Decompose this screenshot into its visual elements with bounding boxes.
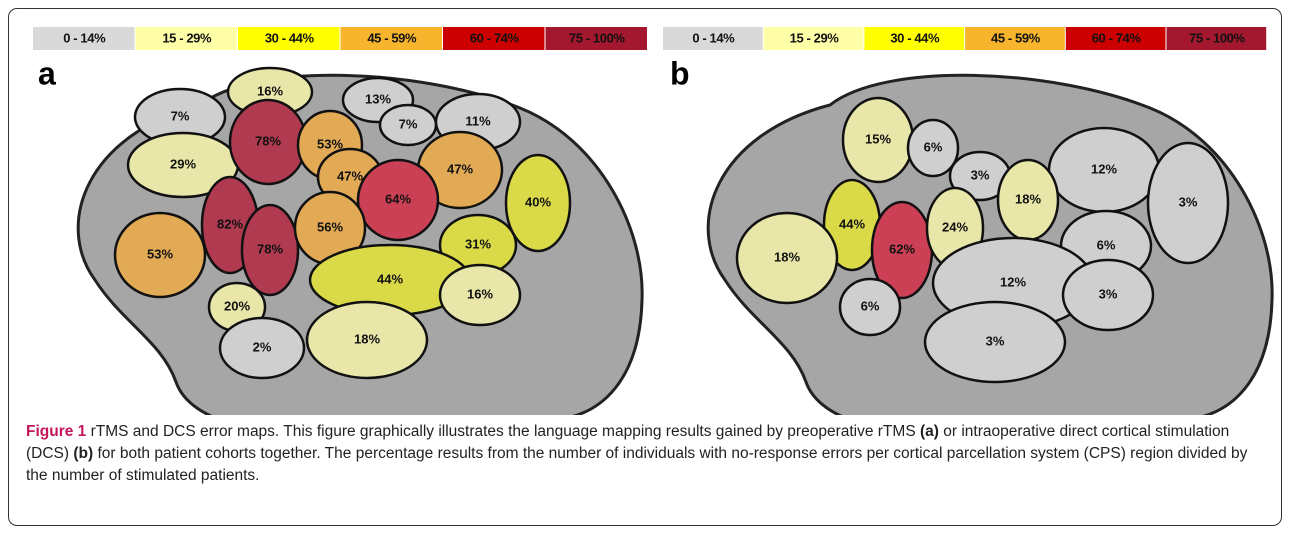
legend-label: 0 - 14% [692, 30, 735, 45]
region-label: 24% [942, 219, 968, 234]
legend-label: 60 - 74% [1092, 30, 1142, 45]
region-label: 3% [971, 167, 990, 182]
region-label: 6% [1097, 237, 1116, 252]
region-label: 3% [1179, 194, 1198, 209]
region-label: 53% [317, 136, 343, 151]
region-label: 7% [171, 108, 190, 123]
region-label: 44% [377, 271, 403, 286]
legend-label: 75 - 100% [569, 30, 626, 45]
region-label: 20% [224, 298, 250, 313]
region-label: 62% [889, 241, 915, 256]
legend-label: 30 - 44% [265, 30, 315, 45]
region-label: 6% [924, 139, 943, 154]
caption-label: Figure 1 [26, 423, 86, 440]
region-label: 16% [467, 286, 493, 301]
legend-label: 75 - 100% [1189, 30, 1246, 45]
legend-label: 0 - 14% [63, 30, 106, 45]
region-label: 56% [317, 219, 343, 234]
region-label: 64% [385, 191, 411, 206]
region-label: 18% [774, 249, 800, 264]
region-label: 18% [1015, 191, 1041, 206]
region-label: 6% [861, 298, 880, 313]
region-label: 12% [1091, 161, 1117, 176]
region-label: 44% [839, 216, 865, 231]
region-label: 78% [257, 241, 283, 256]
legend-label: 60 - 74% [470, 30, 520, 45]
legend-label: 45 - 59% [991, 30, 1041, 45]
region-label: 16% [257, 83, 283, 98]
figure: 0 - 14% 15 - 29% 30 - 44% 45 - 59% 60 - 74% 7… [0, 0, 1292, 415]
caption-ref: (a) [920, 423, 939, 440]
region-label: 82% [217, 216, 243, 231]
caption-text: rTMS and DCS error maps. This figure gra… [91, 423, 916, 440]
region-label: 47% [447, 161, 473, 176]
region-label: 29% [170, 156, 196, 171]
region-label: 3% [1099, 286, 1118, 301]
region-label: 78% [255, 133, 281, 148]
caption-ref: (b) [73, 445, 93, 462]
caption-text: for both patient cohorts together. The p… [26, 445, 1247, 484]
region-label: 11% [465, 113, 491, 128]
region-label: 53% [147, 246, 173, 261]
caption: Figure 1 rTMS and DCS error maps. This f… [26, 421, 1266, 487]
region-label: 15% [865, 131, 891, 146]
region-label: 12% [1000, 274, 1026, 289]
panel-letter: b [670, 55, 690, 91]
region-label: 3% [986, 333, 1005, 348]
legend-label: 30 - 44% [890, 30, 940, 45]
region-label: 18% [354, 331, 380, 346]
region-label: 2% [253, 339, 272, 354]
region-label: 31% [465, 236, 491, 251]
legend-label: 15 - 29% [162, 30, 212, 45]
region-label: 7% [399, 116, 418, 131]
region-label: 47% [337, 168, 363, 183]
legend-label: 45 - 59% [367, 30, 417, 45]
region-label: 13% [365, 91, 391, 106]
page: 0 - 14% 15 - 29% 30 - 44% 45 - 59% 60 - 74% 7… [0, 0, 1292, 536]
legend-label: 15 - 29% [790, 30, 840, 45]
region-label: 40% [525, 194, 551, 209]
panel-letter: a [38, 55, 56, 91]
